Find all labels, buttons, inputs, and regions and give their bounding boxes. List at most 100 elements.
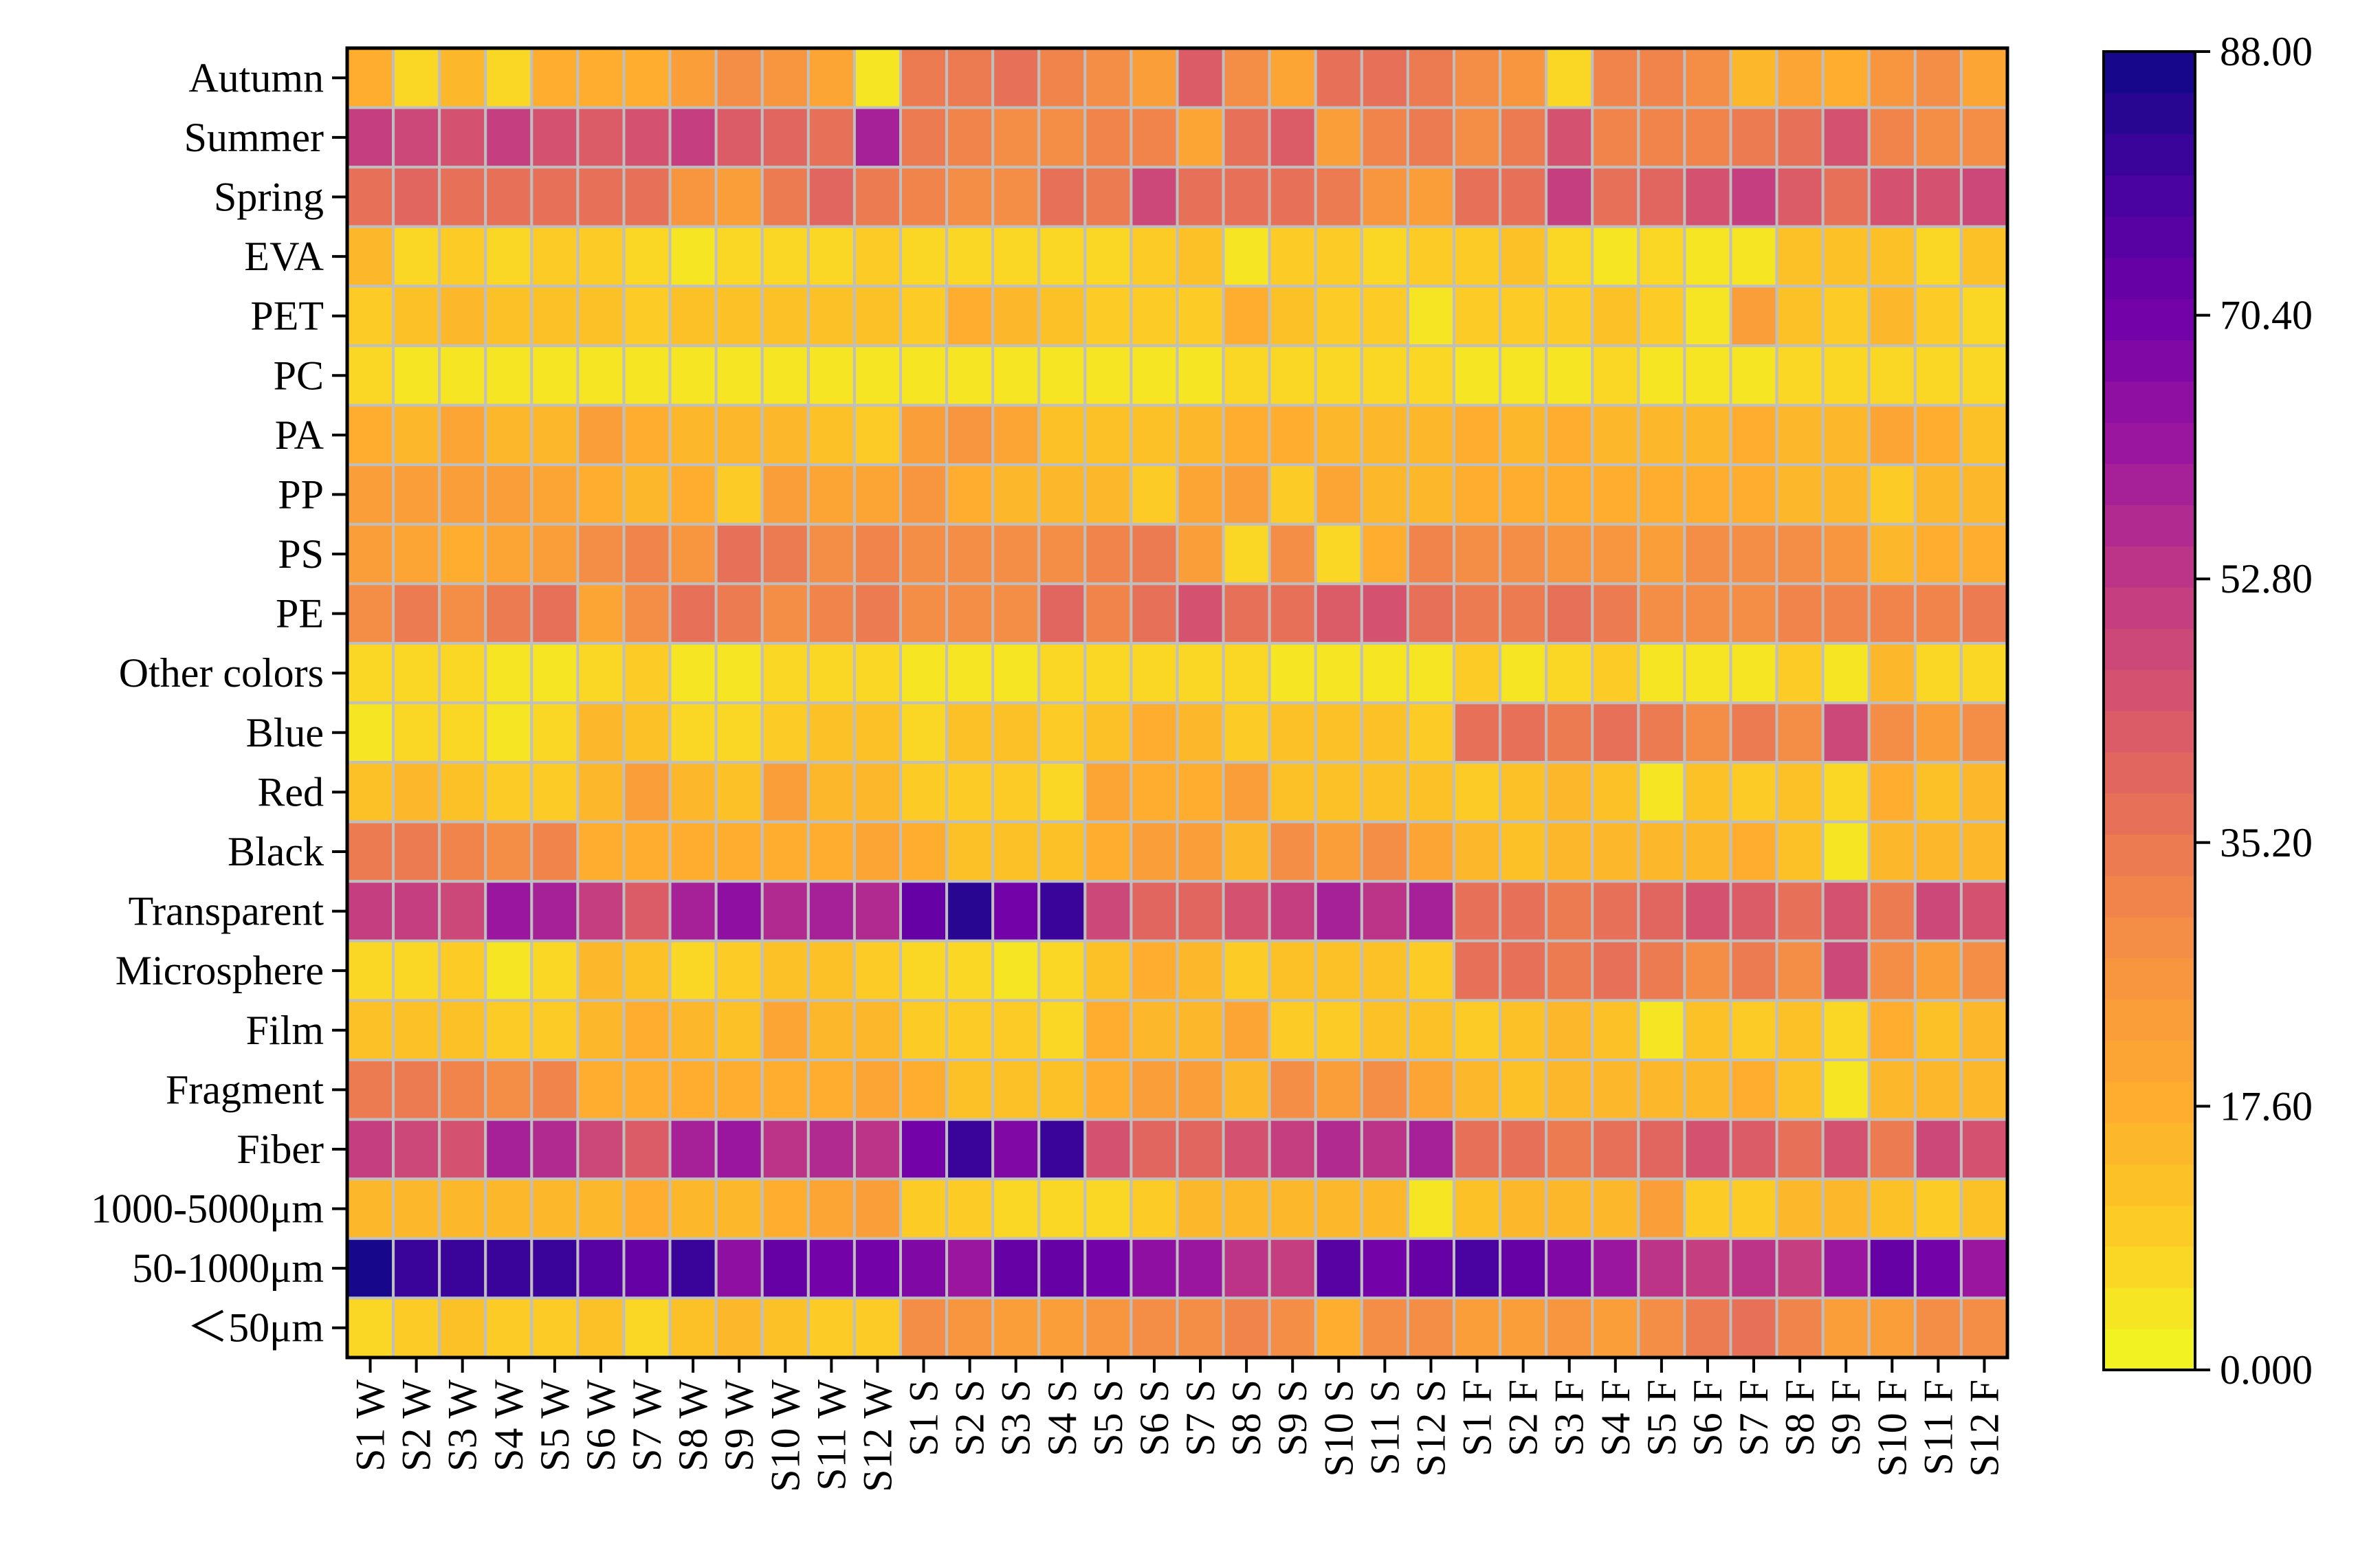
- heatmap-cell: [1959, 225, 2009, 288]
- heatmap-cell: [899, 880, 949, 942]
- column-label: S10 S: [1316, 1380, 1361, 1477]
- row-label: Fragment: [166, 1067, 324, 1112]
- heatmap-cell: [1913, 820, 1963, 883]
- heatmap-cell: [530, 344, 580, 407]
- heatmap-cell: [806, 582, 856, 645]
- heatmap-cell: [806, 106, 856, 169]
- heatmap-cell: [1683, 1118, 1732, 1181]
- heatmap-cell: [1453, 1237, 1502, 1300]
- heatmap-cell: [1959, 1059, 2009, 1121]
- heatmap-cell: [1499, 166, 1548, 228]
- heatmap-cell: [1821, 166, 1871, 228]
- column-label: S3 F: [1547, 1380, 1592, 1457]
- colorbar-step: [2104, 1246, 2195, 1288]
- heatmap-cell: [1545, 939, 1594, 1002]
- heatmap-cell: [1037, 285, 1087, 347]
- heatmap-cell: [1453, 999, 1502, 1062]
- heatmap-cell: [1083, 106, 1133, 169]
- heatmap-cell: [346, 641, 395, 705]
- heatmap-cell: [899, 999, 949, 1062]
- heatmap-cell: [438, 939, 487, 1002]
- heatmap-cell: [1176, 582, 1225, 645]
- heatmap-cell: [1406, 761, 1455, 823]
- heatmap-cell: [1176, 166, 1225, 228]
- heatmap-cell: [1683, 1059, 1732, 1121]
- heatmap-cell: [714, 285, 764, 347]
- heatmap-cell: [1499, 1296, 1548, 1359]
- heatmap-cell: [1959, 1296, 2009, 1359]
- heatmap-cell: [1268, 1059, 1317, 1121]
- colorbar-step: [2104, 916, 2195, 959]
- heatmap-cell: [760, 344, 810, 407]
- heatmap-cell: [530, 463, 580, 526]
- heatmap-cell: [1360, 285, 1409, 347]
- heatmap-cell: [346, 939, 395, 1002]
- heatmap-cell: [1314, 1177, 1363, 1240]
- column-label: S4 F: [1593, 1380, 1638, 1457]
- heatmap-cell: [622, 761, 672, 823]
- heatmap-cell: [1360, 582, 1409, 645]
- heatmap-cell: [1499, 522, 1548, 586]
- heatmap-cell: [899, 761, 949, 823]
- heatmap-cell: [1913, 1237, 1963, 1300]
- heatmap-cell: [484, 999, 533, 1062]
- heatmap-cell: [1499, 344, 1548, 407]
- heatmap-cell: [392, 225, 441, 288]
- heatmap-cell: [1406, 344, 1455, 407]
- heatmap-cell: [1176, 463, 1225, 526]
- heatmap-cell: [1406, 999, 1455, 1062]
- heatmap-cell: [530, 880, 580, 942]
- heatmap-cell: [1453, 47, 1502, 109]
- heatmap-cell: [1406, 463, 1455, 526]
- heatmap-cell: [1314, 880, 1363, 942]
- heatmap-cell: [1130, 106, 1179, 169]
- heatmap-cell: [1222, 582, 1271, 645]
- heatmap-cell: [1037, 403, 1087, 467]
- heatmap-cell: [438, 1177, 487, 1240]
- column-label: S8 F: [1777, 1380, 1822, 1457]
- heatmap-cell: [576, 1177, 626, 1240]
- heatmap-cell: [346, 522, 395, 586]
- colorbar-tick-label: 88.00: [2220, 29, 2313, 74]
- heatmap-cell: [1314, 820, 1363, 883]
- heatmap-cell: [991, 641, 1041, 705]
- heatmap-cell: [1867, 47, 1917, 109]
- heatmap-cell: [1683, 1177, 1732, 1240]
- heatmap-cell: [1268, 225, 1317, 288]
- column-label: S3 W: [440, 1380, 485, 1472]
- heatmap-cell: [899, 403, 949, 467]
- heatmap-cell: [576, 582, 626, 645]
- heatmap-cell: [1637, 47, 1686, 109]
- heatmap-cell: [899, 582, 949, 645]
- colorbar-step: [2104, 628, 2195, 670]
- heatmap-cell: [1959, 285, 2009, 347]
- heatmap-cell: [392, 582, 441, 645]
- heatmap-cell: [1037, 701, 1087, 764]
- heatmap-cell: [1913, 47, 1963, 109]
- heatmap-cell: [576, 344, 626, 407]
- heatmap-cell: [1268, 641, 1317, 705]
- heatmap-cell: [1453, 166, 1502, 228]
- heatmap-cell: [1545, 1118, 1594, 1181]
- heatmap-cell: [1775, 1296, 1825, 1359]
- heatmap-cell: [991, 1237, 1041, 1300]
- heatmap-cell: [1867, 166, 1917, 228]
- heatmap-cell: [1130, 641, 1179, 705]
- heatmap-cell: [1637, 1118, 1686, 1181]
- colorbar-step: [2104, 505, 2195, 546]
- heatmap-cell: [438, 47, 487, 109]
- heatmap-cell: [899, 285, 949, 347]
- heatmap-cell: [1453, 403, 1502, 467]
- heatmap-cell: [1499, 1177, 1548, 1240]
- row-label: PP: [278, 472, 324, 517]
- heatmap-cell: [1683, 1296, 1732, 1359]
- heatmap-cell: [1130, 47, 1179, 109]
- heatmap-cell: [530, 939, 580, 1002]
- heatmap-cell: [484, 880, 533, 942]
- heatmap-cell: [1821, 344, 1871, 407]
- heatmap-cell: [1867, 641, 1917, 705]
- heatmap-cell: [1591, 939, 1640, 1002]
- heatmap-cell: [1637, 1296, 1686, 1359]
- heatmap-cell: [1083, 463, 1133, 526]
- heatmap-cell: [1453, 582, 1502, 645]
